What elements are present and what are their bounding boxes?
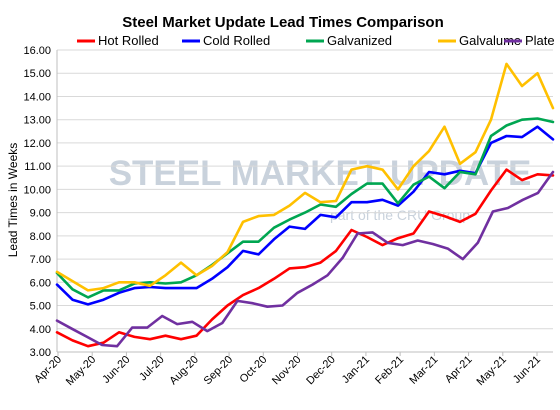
y-tick-label: 15.00: [23, 68, 51, 80]
y-tick-label: 7.00: [30, 254, 51, 266]
y-tick-label: 8.00: [30, 231, 51, 243]
series-line-galvalume: [55, 62, 555, 292]
y-tick-label: 4.00: [30, 324, 51, 336]
legend: Hot Rolled Cold Rolled Galvanized Galvalume…: [77, 33, 555, 48]
x-tick-label: Jun-21: [511, 354, 543, 386]
legend-label: Hot Rolled: [98, 33, 159, 48]
y-tick-label: 16.00: [23, 45, 51, 57]
x-tick-label: May-20: [64, 354, 98, 388]
x-tick-label: Jul-20: [137, 354, 167, 384]
x-tick-label: Jan-21: [340, 354, 372, 386]
x-tick-label: Feb-21: [373, 354, 406, 387]
x-tick-label: Mar-21: [407, 354, 440, 387]
x-tick-label: Aug-20: [167, 354, 201, 388]
x-tick-label: Oct-20: [238, 354, 270, 386]
y-tick-label: 3.00: [30, 347, 51, 359]
series-line-plate: [55, 170, 555, 348]
x-axis: Apr-20 May-20 Jun-20 Jul-20 Aug-20 Sep-20 Oct-…: [32, 352, 543, 388]
series-line-hot-rolled: [55, 168, 555, 348]
y-tick-label: 6.00: [30, 277, 51, 289]
y-tick-label: 9.00: [30, 208, 51, 220]
series-layer: [55, 62, 555, 348]
x-tick-label: Nov-20: [270, 354, 304, 388]
x-tick-label: Sep-20: [202, 354, 236, 388]
y-tick-label: 5.00: [30, 301, 51, 313]
watermark-main: STEEL MARKET UPDATE: [109, 154, 532, 193]
x-tick-label: Apr-21: [443, 354, 475, 386]
x-tick-label: Dec-20: [304, 354, 338, 388]
chart-title: Steel Market Update Lead Times Compariso…: [122, 14, 443, 31]
y-tick-label: 13.00: [23, 115, 51, 127]
grid: [57, 49, 553, 353]
y-tick-label: 12.00: [23, 138, 51, 150]
legend-label: Plate: [525, 33, 555, 48]
legend-label: Galvalume: [459, 33, 521, 48]
y-axis-label: Lead Times in Weeks: [6, 143, 20, 258]
watermark-sub: part of the CRU Group: [330, 207, 470, 223]
y-tick-label: 11.00: [24, 161, 51, 173]
legend-label: Cold Rolled: [203, 33, 270, 48]
watermark: STEEL MARKET UPDATE part of the CRU Grou…: [109, 154, 532, 223]
legend-label: Galvanized: [327, 33, 392, 48]
x-tick-label: Jun-20: [100, 354, 132, 386]
y-tick-label: 10.00: [23, 184, 51, 196]
x-tick-label: May-21: [474, 354, 508, 388]
y-tick-label: 14.00: [23, 91, 51, 103]
y-axis: 3.00 4.00 5.00 6.00 7.00 8.00 9.00 10.00 11.00 12…: [23, 45, 553, 359]
